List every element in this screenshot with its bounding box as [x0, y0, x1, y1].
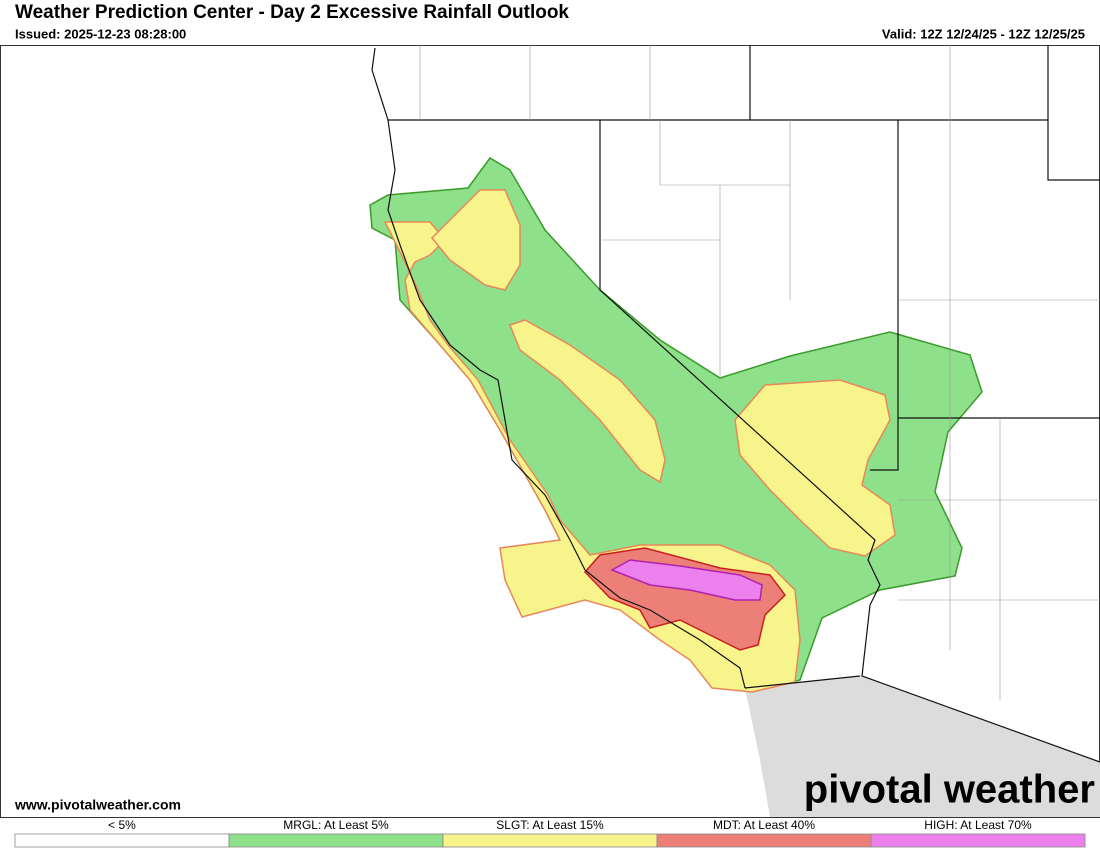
valid: Valid: 12Z 12/24/25 - 12Z 12/25/25: [882, 26, 1085, 41]
legend-swatch: [14, 833, 230, 848]
issued: Issued: 2025-12-23 08:28:00: [15, 26, 186, 41]
legend-swatch: [442, 833, 658, 848]
high-area: [610, 559, 763, 601]
state-lines: [388, 45, 1100, 763]
logo: pivotal weather: [804, 768, 1095, 812]
title: Weather Prediction Center - Day 2 Excess…: [15, 2, 569, 23]
slgt-nevada: [734, 379, 896, 557]
legend: < 5% MRGL: At Least 5% SLGT: At Least 15% M…: [14, 818, 1086, 848]
legend-label: HIGH: At Least 70%: [924, 818, 1032, 832]
legend-label: SLGT: At Least 15%: [496, 818, 604, 832]
legend-label: < 5%: [108, 818, 136, 832]
website: www.pivotalweather.com: [14, 797, 181, 813]
slgt-valley: [509, 319, 666, 484]
legend-label: MRGL: At Least 5%: [283, 818, 389, 832]
legend-label: MDT: At Least 40%: [713, 818, 815, 832]
mexico: [745, 676, 1100, 817]
map: [0, 45, 1100, 818]
legend-swatch: [656, 833, 872, 848]
legend-swatch: [870, 833, 1086, 848]
legend-swatch: [228, 833, 444, 848]
borders: [371, 45, 1100, 763]
coastline: [371, 47, 746, 689]
slgt-north: [430, 189, 521, 291]
county-lines: [419, 45, 1100, 700]
